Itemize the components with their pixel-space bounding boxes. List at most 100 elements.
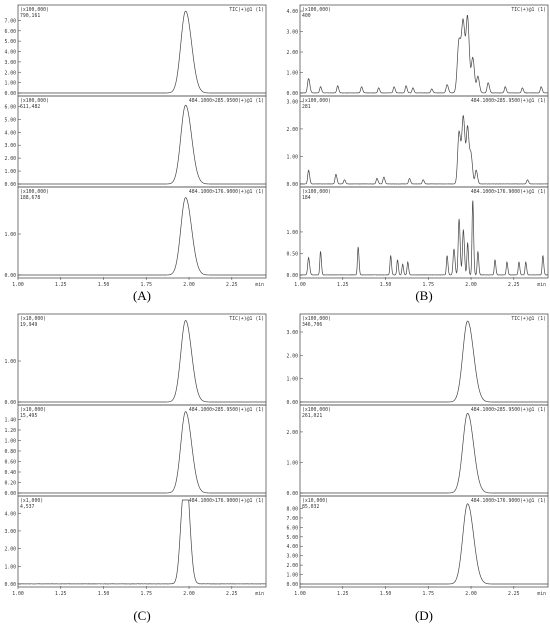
- y-tick-label: 0.40: [4, 470, 16, 476]
- y-tick-label: 5.00: [4, 117, 16, 123]
- x-unit-label: min: [537, 282, 546, 288]
- y-tick-label: 1.00: [286, 377, 298, 383]
- signal-line: [299, 115, 549, 185]
- x-tick-label: 2.00: [465, 591, 477, 597]
- trace-frame: [299, 4, 549, 97]
- trace-2: 0.00 1.00 2.00 3.00 4.00 5.00 6.00 (x100,000)61…: [4, 95, 267, 188]
- y-tick-label: 2.00: [286, 563, 298, 569]
- y-tick-label: 0.00: [286, 182, 298, 188]
- trace-3: 0.00 0.50 1.00 (x100,000)184 484.1000>176.90…: [286, 186, 549, 279]
- scale-header: (x100,000): [20, 98, 49, 104]
- trace-frame: [17, 495, 267, 588]
- y-tick-label: 0.00: [286, 491, 298, 497]
- x-tick-label: 1.75: [422, 591, 434, 597]
- y-tick-label: 4.00: [4, 130, 16, 136]
- signal-line: [18, 10, 266, 94]
- y-tick-label: 6.00: [4, 29, 16, 35]
- trace-2: 0.00 0.20 0.40 0.60 0.80 1.00 1.20 1.40 (x10,000…: [4, 404, 267, 497]
- x-tick-label: 2.25: [508, 591, 520, 597]
- trace-frame: [299, 313, 549, 406]
- y-tick-label: 5.00: [4, 39, 16, 45]
- x-tick-label: 2.25: [226, 282, 238, 288]
- y-tick-label: 1.00: [286, 230, 298, 236]
- y-tick-label: 3.00: [286, 330, 298, 336]
- y-tick-label: 1.00: [4, 81, 16, 87]
- y-tick-label: 4.00: [4, 50, 16, 56]
- x-tick-label: 1.25: [55, 282, 67, 288]
- y-tick-label: 0.00: [4, 273, 16, 279]
- scale-header: (x100,000): [302, 189, 331, 195]
- x-tick-label: 1.50: [98, 282, 110, 288]
- trace-1: 0.00 1.00 2.00 3.00 4.00 (x100,000)400 TIC(+)@…: [286, 4, 549, 97]
- x-tick-label: 1.75: [140, 282, 152, 288]
- trace-frame: [299, 404, 549, 497]
- max-intensity: 400: [302, 13, 311, 19]
- signal-line: [18, 411, 266, 494]
- trace-3: 0.00 1.00 2.00 3.00 4.00 5.00 6.00 7.00 8.00 (x10…: [286, 495, 549, 588]
- scale-header: (x10,000): [20, 407, 46, 413]
- trace-label: 484.1000>176.9000(+)@1 (1): [189, 189, 264, 195]
- panel-letter: (A): [133, 288, 151, 303]
- x-tick-label: 1.50: [98, 591, 110, 597]
- trace-frame: [17, 4, 267, 97]
- y-tick-label: 3.00: [4, 143, 16, 149]
- x-tick-label: 1.00: [294, 591, 306, 597]
- x-tick-label: 2.00: [183, 591, 195, 597]
- y-tick-label: 4.00: [286, 9, 298, 15]
- scale-header: (x100,000): [302, 316, 331, 322]
- y-tick-label: 1.20: [4, 428, 16, 434]
- panel-letter: (B): [415, 288, 432, 303]
- max-intensity: 85,032: [302, 504, 319, 510]
- x-tick-label: 2.00: [465, 282, 477, 288]
- trace-1: 0.00 1.00 2.00 3.00 4.00 5.00 6.00 7.00 (x100,00…: [4, 4, 267, 97]
- trace-label: 484.1000>176.9000(+)@1 (1): [471, 189, 546, 195]
- signal-line: [299, 14, 549, 94]
- trace-1: 0.00 1.00 2.00 3.00 (x100,000)346,706 TIC(+)@…: [286, 313, 549, 406]
- x-axis: 1.00 1.25 1.50 1.75 2.00 2.25 min: [294, 586, 546, 597]
- y-tick-label: 1.00: [4, 232, 16, 238]
- scale-header: (x100,000): [302, 7, 331, 13]
- trace-label: TIC(+)@1 (1): [229, 316, 264, 322]
- x-tick-label: 1.50: [380, 591, 392, 597]
- x-tick-label: 1.25: [337, 282, 349, 288]
- trace-label: 484.1000>285.9500(+)@1 (1): [189, 98, 264, 104]
- y-tick-label: 1.40: [4, 418, 16, 424]
- y-tick-label: 2.00: [286, 353, 298, 359]
- y-tick-label: 1.00: [4, 359, 16, 365]
- y-tick-label: 0.50: [286, 251, 298, 257]
- trace-3: 0.00 1.00 2.00 3.00 4.00 (x1,000)4,537 484.100…: [4, 495, 267, 588]
- scale-header: (x100,000): [20, 7, 49, 13]
- signal-line: [17, 499, 267, 585]
- trace-label: 484.1000>285.9500(+)@1 (1): [471, 407, 546, 413]
- y-tick-label: 6.00: [4, 104, 16, 110]
- max-intensity: 188,678: [20, 195, 40, 201]
- x-tick-label: 2.25: [226, 591, 238, 597]
- y-tick-label: 4.00: [286, 544, 298, 550]
- x-tick-label: 1.00: [294, 282, 306, 288]
- scale-header: (x1,000): [20, 498, 43, 504]
- trace-frame: [299, 95, 549, 188]
- y-tick-label: 0.00: [286, 91, 298, 97]
- trace-label: 484.1000>176.9000(+)@1 (1): [189, 498, 264, 504]
- trace-frame: [17, 186, 267, 279]
- trace-label: TIC(+)@1 (1): [511, 316, 546, 322]
- x-tick-label: 1.00: [12, 591, 24, 597]
- signal-line: [18, 197, 266, 276]
- trace-frame: [299, 495, 549, 588]
- max-intensity: 4,537: [20, 504, 35, 510]
- trace-frame: [17, 95, 267, 188]
- scale-header: (x10,000): [20, 316, 46, 322]
- y-tick-label: 0.00: [4, 182, 16, 188]
- trace-label: 484.1000>176.9000(+)@1 (1): [471, 498, 546, 504]
- panel-letter: (C): [133, 608, 150, 623]
- x-axis: 1.00 1.25 1.50 1.75 2.00 2.25 min: [294, 277, 546, 288]
- max-intensity: 19,949: [20, 322, 37, 328]
- y-tick-label: 0.00: [286, 582, 298, 588]
- x-tick-label: 2.00: [183, 282, 195, 288]
- y-tick-label: 7.00: [4, 18, 16, 24]
- y-tick-label: 3.00: [4, 60, 16, 66]
- scale-header: (x100,000): [302, 98, 331, 104]
- y-tick-label: 1.00: [286, 460, 298, 466]
- x-tick-label: 1.75: [140, 591, 152, 597]
